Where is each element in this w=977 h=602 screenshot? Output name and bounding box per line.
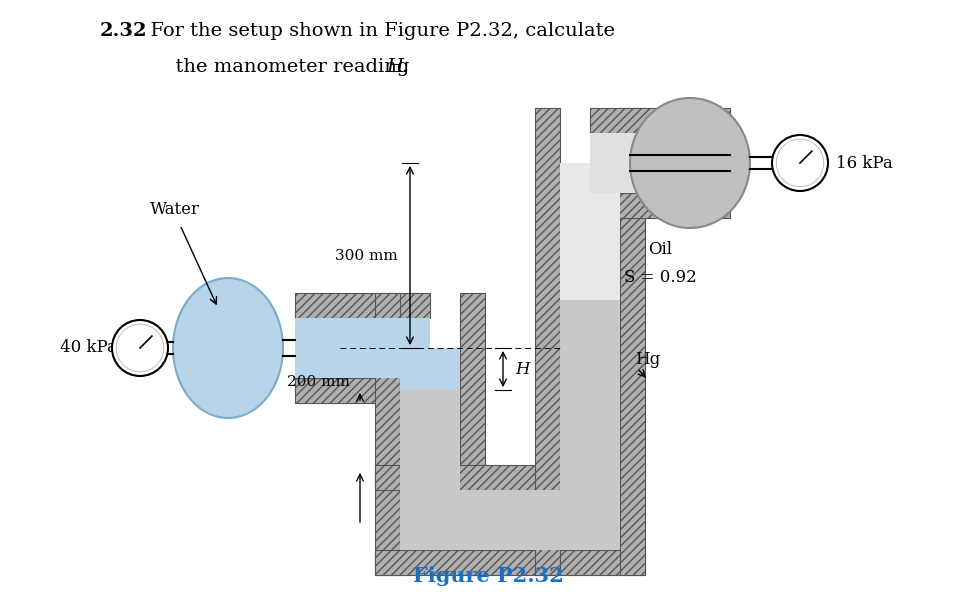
Text: Figure P2.32: Figure P2.32 [412,566,564,586]
Bar [375,293,400,575]
Circle shape [112,320,168,376]
Text: 40 kPa: 40 kPa [60,340,117,356]
Text: S = 0.92: S = 0.92 [623,270,697,287]
Bar [620,108,645,575]
Text: Water: Water [150,202,200,219]
Text: the manometer reading: the manometer reading [138,58,415,76]
Text: 300 mm: 300 mm [335,249,398,262]
Text: H: H [386,58,403,76]
Text: Oil: Oil [648,241,672,258]
Text: H: H [515,361,530,377]
Ellipse shape [173,278,283,418]
Bar [590,193,730,218]
Bar [400,390,460,520]
Text: For the setup shown in Figure P2.32, calculate: For the setup shown in Figure P2.32, cal… [138,22,615,40]
Bar [535,108,560,575]
Circle shape [772,135,828,191]
Bar [400,348,460,520]
Circle shape [776,139,824,187]
Bar [400,490,620,550]
Bar [295,318,430,378]
Bar [295,378,430,403]
Bar [590,108,730,133]
Text: .: . [401,58,407,76]
Bar [375,550,645,575]
Text: 16 kPa: 16 kPa [836,155,893,172]
Bar [560,163,620,520]
Bar [560,300,620,520]
Bar [375,465,645,490]
Circle shape [116,324,164,372]
Text: 200 mm: 200 mm [287,374,350,388]
Bar [460,293,485,575]
Bar [590,133,730,193]
Text: Hg: Hg [635,352,660,368]
Text: 2.32: 2.32 [100,22,148,40]
Bar [295,293,430,318]
Ellipse shape [630,98,750,228]
